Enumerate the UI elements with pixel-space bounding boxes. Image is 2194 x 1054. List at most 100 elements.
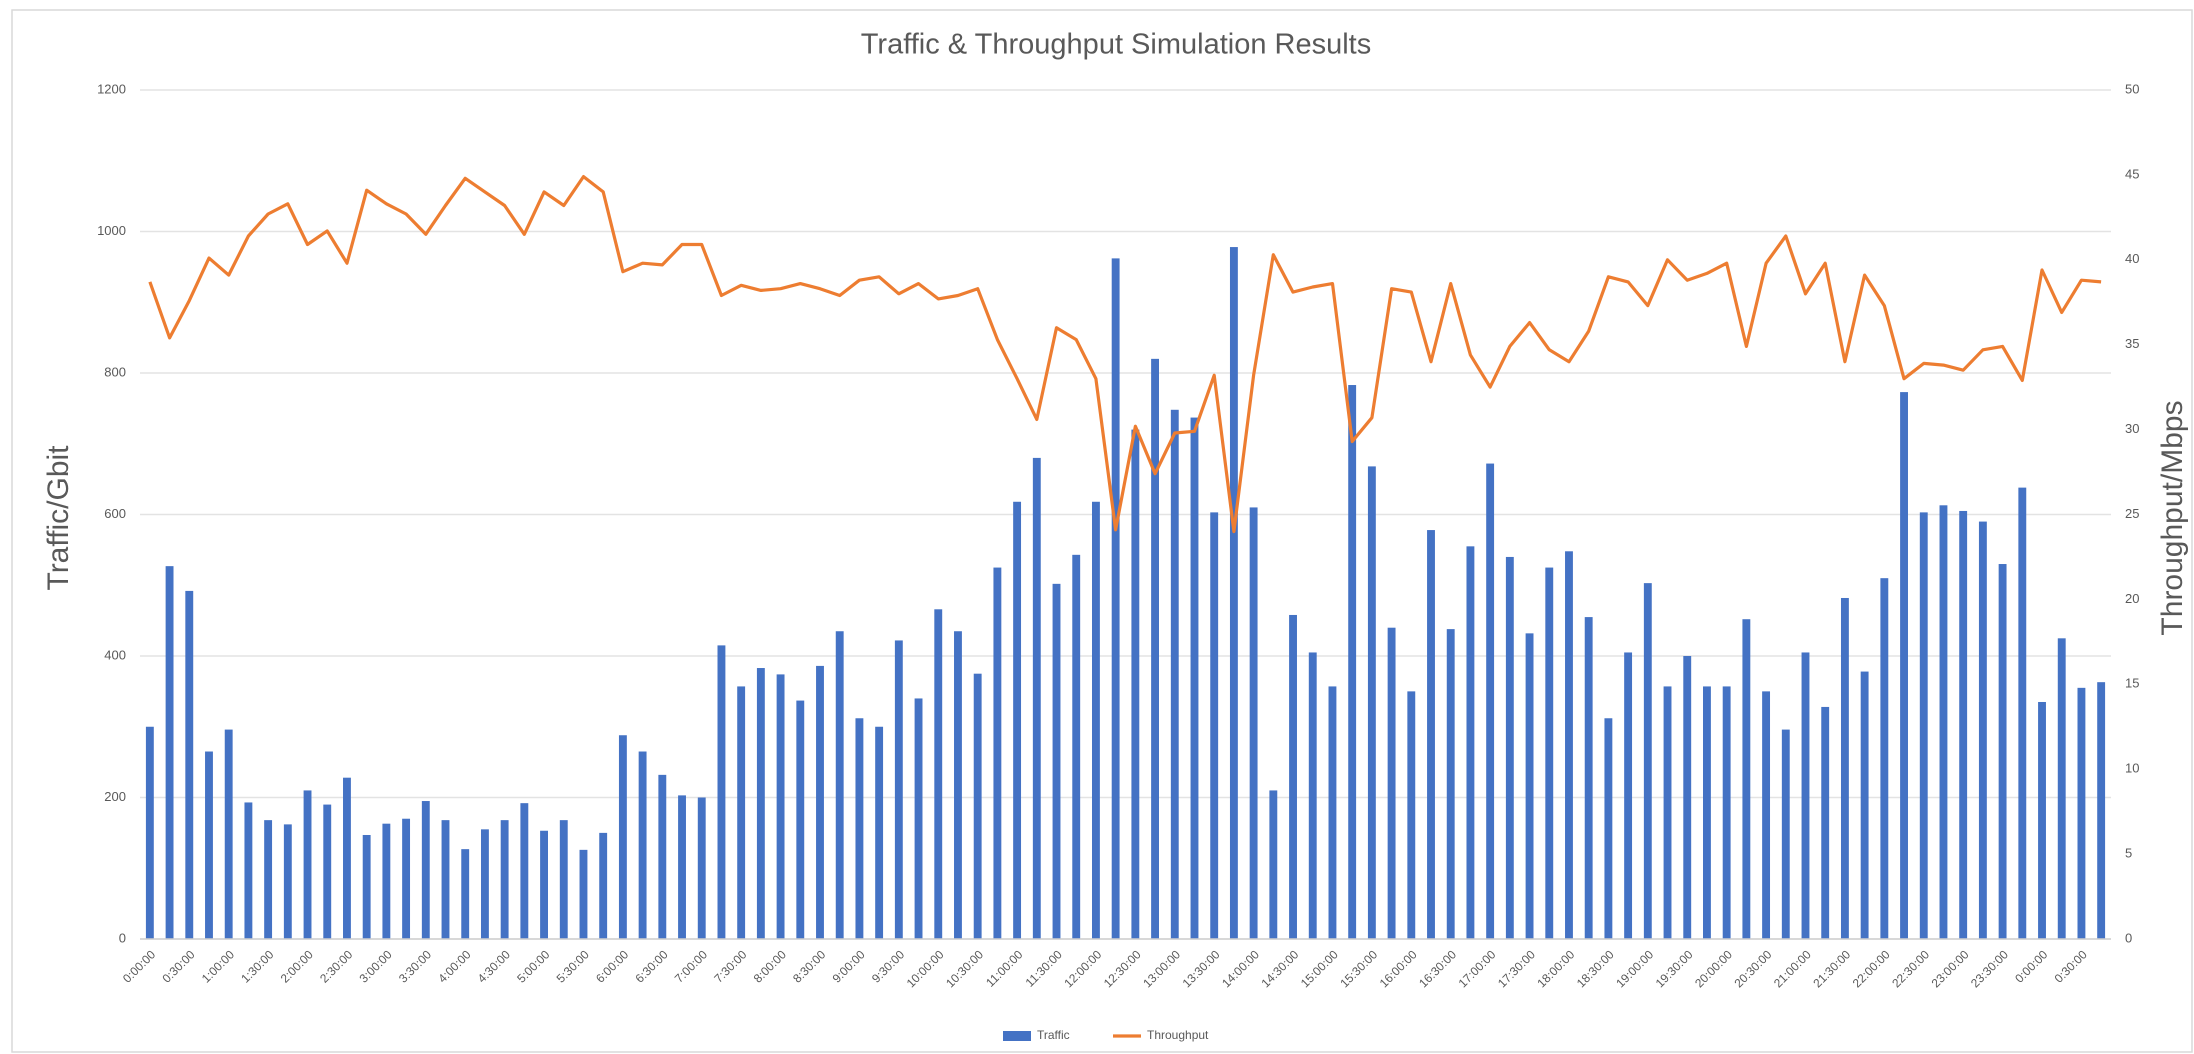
bar xyxy=(934,609,943,939)
bar xyxy=(1269,790,1278,939)
bar xyxy=(264,820,273,939)
bar xyxy=(343,777,351,939)
bar xyxy=(1525,633,1534,939)
bar xyxy=(461,849,470,939)
bar xyxy=(1013,501,1022,939)
bar xyxy=(1781,729,1790,939)
y-tick-label: 600 xyxy=(104,506,126,521)
bar xyxy=(717,645,726,939)
bar xyxy=(480,829,489,939)
bar xyxy=(1722,686,1731,939)
bar xyxy=(205,751,213,939)
bar xyxy=(1151,358,1160,940)
bar xyxy=(697,797,706,939)
bar xyxy=(973,673,982,939)
bar xyxy=(1367,466,1376,939)
bar xyxy=(1446,629,1455,939)
y-tick-label: 1200 xyxy=(97,81,126,96)
bar xyxy=(993,567,1002,939)
bar xyxy=(1328,686,1337,939)
bar xyxy=(1032,457,1041,939)
bar xyxy=(1407,691,1416,939)
bar xyxy=(1486,463,1495,939)
bar xyxy=(855,718,864,939)
bar xyxy=(1860,671,1869,939)
bar xyxy=(894,640,903,939)
bar xyxy=(1505,556,1514,939)
y-tick-label: 1000 xyxy=(97,223,126,238)
y2-axis-title: Throughput/Mbps xyxy=(2156,400,2189,635)
bar xyxy=(520,803,529,939)
bar xyxy=(579,849,588,939)
bar xyxy=(2077,687,2086,939)
bar xyxy=(1131,429,1140,939)
y2-tick-label: 20 xyxy=(2125,591,2139,606)
bar xyxy=(1821,706,1830,939)
y2-tick-label: 45 xyxy=(2125,166,2139,181)
bar xyxy=(1978,521,1987,939)
bar xyxy=(1190,417,1199,939)
y-tick-label: 400 xyxy=(104,647,126,662)
bar xyxy=(145,726,154,939)
bar xyxy=(1624,652,1633,939)
y-tick-label: 0 xyxy=(119,930,126,945)
bar xyxy=(1111,258,1120,939)
bar xyxy=(441,820,450,939)
bar xyxy=(1742,619,1751,939)
bar xyxy=(796,700,805,939)
y2-tick-label: 10 xyxy=(2125,761,2139,776)
bar xyxy=(875,726,884,939)
legend-label: Traffic xyxy=(1037,1028,1070,1042)
bar xyxy=(323,804,332,939)
bar xyxy=(1289,614,1297,939)
bar xyxy=(1249,507,1258,939)
bar xyxy=(756,668,765,939)
legend-swatch xyxy=(1003,1031,1031,1041)
bar xyxy=(421,801,430,939)
bar xyxy=(816,665,824,939)
bar xyxy=(540,830,548,939)
bar xyxy=(1308,652,1317,939)
bar xyxy=(1348,385,1357,940)
bar xyxy=(1427,530,1435,939)
bar xyxy=(2057,638,2066,939)
bar xyxy=(1052,583,1061,939)
bar xyxy=(737,686,746,939)
bar xyxy=(1091,501,1100,939)
line xyxy=(148,175,2102,534)
bar xyxy=(1801,652,1810,939)
y2-tick-label: 35 xyxy=(2125,336,2139,351)
bar xyxy=(1900,392,1908,939)
bar xyxy=(1072,554,1081,939)
bar xyxy=(559,820,568,939)
bar xyxy=(283,824,292,939)
bar xyxy=(618,735,627,939)
y-tick-label: 200 xyxy=(104,789,126,804)
bar xyxy=(658,774,667,939)
bar xyxy=(1466,546,1475,939)
y2-tick-label: 25 xyxy=(2125,506,2139,521)
bar xyxy=(1880,578,1889,939)
bar xyxy=(1229,247,1238,939)
bar xyxy=(835,631,844,939)
bar xyxy=(165,566,174,939)
bar xyxy=(1663,686,1672,939)
bar xyxy=(1683,656,1692,939)
bar xyxy=(2097,682,2106,939)
bar xyxy=(1998,564,2007,939)
y2-tick-label: 0 xyxy=(2125,930,2132,945)
bar xyxy=(599,832,608,939)
bar xyxy=(362,834,371,939)
bar xyxy=(1545,567,1554,939)
bar xyxy=(382,823,391,939)
bar xyxy=(914,698,923,939)
bar xyxy=(1210,512,1219,939)
bar xyxy=(224,729,233,939)
y2-tick-label: 5 xyxy=(2125,846,2132,861)
bar xyxy=(303,790,312,939)
bar xyxy=(2038,701,2046,939)
bar xyxy=(638,751,647,939)
bar xyxy=(2018,487,2027,939)
